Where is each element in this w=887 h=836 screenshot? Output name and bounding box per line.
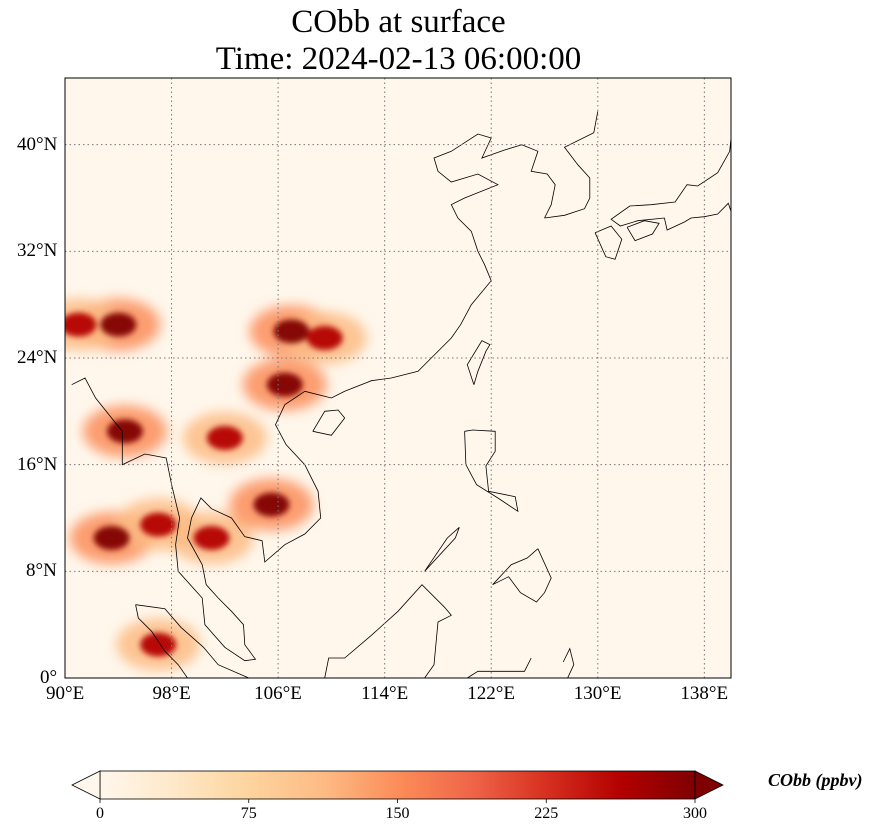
chart-title: CObb at surface <box>291 4 506 40</box>
gridlines <box>65 78 731 678</box>
map-background <box>65 78 731 678</box>
hotspot-11 <box>140 632 177 657</box>
coastline-1 <box>521 144 556 219</box>
coastline-11 <box>424 527 460 572</box>
colorbar-tick-label: 225 <box>534 805 559 822</box>
hotspot-10 <box>306 326 343 350</box>
coastlines <box>71 111 731 678</box>
coastline-3 <box>466 340 491 385</box>
lon-tick-label: 106°E <box>254 683 302 704</box>
coastline-7 <box>135 604 188 678</box>
coastline-15 <box>562 647 575 678</box>
colorbar-extend-max <box>694 770 724 800</box>
lat-tick-label: 32°N <box>17 240 58 262</box>
chart-subtitle-time: Time: 2024-02-13 06:00:00 <box>215 41 582 77</box>
coastline-14 <box>626 220 660 242</box>
colorbar-tick-label: 150 <box>385 805 410 822</box>
coastline-9 <box>464 429 519 513</box>
lon-tick-label: 98°E <box>152 683 191 704</box>
coastline-4 <box>312 409 346 436</box>
lon-tick-label: 114°E <box>361 683 409 704</box>
hotspot-9 <box>273 319 310 344</box>
hotspot-layer <box>65 312 343 657</box>
hotspot-1 <box>140 512 177 537</box>
hotspot-8 <box>266 372 303 397</box>
lat-tick-label: 16°N <box>17 453 58 475</box>
hotspot-7 <box>206 426 243 450</box>
hotspot-4 <box>100 312 137 337</box>
hotspot-3 <box>253 492 290 517</box>
coastline-2 <box>544 111 599 219</box>
colorbar-tick-label: 300 <box>683 805 707 822</box>
lon-tick-label: 138°E <box>680 683 729 704</box>
lat-tick-label: 8°N <box>26 560 57 582</box>
coastline-6 <box>135 604 249 678</box>
coastline-8 <box>324 584 452 678</box>
coastline-5 <box>71 377 322 662</box>
colorbar-label: CObb (ppbv) <box>768 770 863 790</box>
coastline-16 <box>467 657 532 678</box>
hotspot-2 <box>193 526 230 550</box>
colorbar-tick-label: 75 <box>240 805 257 822</box>
lon-tick-label: 122°E <box>467 683 515 704</box>
lon-tick-label: 90°E <box>46 683 85 704</box>
colorbar-extend-min <box>71 770 101 800</box>
hotspot-0 <box>93 526 130 550</box>
lat-tick-label: 40°N <box>17 133 58 155</box>
lat-tick-label: 24°N <box>17 347 58 368</box>
colorbar-tick-label: 0 <box>96 805 104 822</box>
lat-tick-label: 0° <box>40 667 58 688</box>
hotspot-5 <box>65 312 97 337</box>
coastline-10 <box>492 548 552 603</box>
coastline-0 <box>304 133 523 399</box>
lon-tick-label: 130°E <box>573 683 622 704</box>
colorbar <box>71 770 724 803</box>
hotspot-6 <box>106 419 143 444</box>
map-frame <box>64 77 732 679</box>
coastline-13 <box>594 225 623 260</box>
colorbar-gradient <box>99 770 696 800</box>
coastline-12 <box>610 137 731 231</box>
